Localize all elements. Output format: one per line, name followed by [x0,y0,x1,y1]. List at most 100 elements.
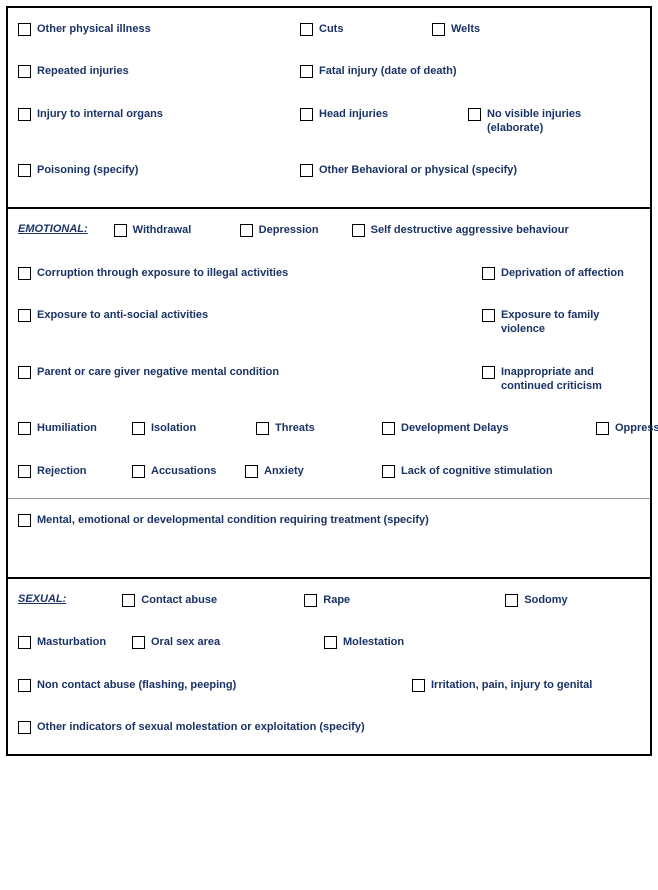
cb-label: Withdrawal [133,223,192,237]
checkbox[interactable] [482,309,495,322]
section-emotional-specify: Mental, emotional or developmental condi… [8,499,650,579]
checkbox[interactable] [432,23,445,36]
cb-item: Other indicators of sexual molestation o… [18,720,365,734]
cb-label: Humiliation [37,421,97,435]
cb-label: Injury to internal organs [37,107,163,121]
checkbox[interactable] [132,465,145,478]
cb-label: Rape [323,593,350,607]
checkbox[interactable] [240,224,253,237]
checkbox[interactable] [114,224,127,237]
cb-label: Masturbation [37,635,106,649]
cb-item: Deprivation of affection [482,266,624,280]
checkbox[interactable] [304,594,317,607]
cb-label: Isolation [151,421,196,435]
cb-label: Other physical illness [37,22,151,36]
cb-label: Anxiety [264,464,304,478]
checkbox[interactable] [18,65,31,78]
cb-label: Repeated injuries [37,64,129,78]
cb-label: Deprivation of affection [501,266,624,280]
checkbox[interactable] [18,514,31,527]
cb-label: Inappropriate and continued criticism [501,365,640,394]
cb-item: Humiliation [18,421,126,435]
checkbox[interactable] [482,366,495,379]
cb-item: Mental, emotional or developmental condi… [18,513,429,527]
cb-item: Threats [256,421,376,435]
cb-item: Inappropriate and continued criticism [482,365,640,394]
cb-label: Non contact abuse (flashing, peeping) [37,678,236,692]
checkbox[interactable] [300,108,313,121]
section-heading-sexual: SEXUAL: [18,593,66,605]
cb-item: Sodomy [505,593,567,607]
cb-label: Other indicators of sexual molestation o… [37,720,365,734]
checkbox[interactable] [382,465,395,478]
checkbox[interactable] [18,309,31,322]
cb-label: Cuts [319,22,343,36]
checkbox[interactable] [18,267,31,280]
cb-item: Poisoning (specify) [18,163,294,177]
checkbox[interactable] [132,636,145,649]
checkbox[interactable] [596,422,609,435]
cb-label: Rejection [37,464,87,478]
cb-item: Other physical illness [18,22,294,36]
cb-label: Sodomy [524,593,567,607]
checkbox[interactable] [132,422,145,435]
cb-item: Depression [240,223,346,237]
section-emotional: EMOTIONAL: Withdrawal Depression Self de… [8,209,650,498]
cb-item: Anxiety [245,464,376,478]
checkbox[interactable] [412,679,425,692]
checkbox[interactable] [300,164,313,177]
checkbox[interactable] [18,23,31,36]
checkbox[interactable] [18,164,31,177]
cb-label: Irritation, pain, injury to genital [431,678,592,692]
checkbox[interactable] [18,679,31,692]
cb-label: Exposure to family violence [501,308,640,337]
checkbox[interactable] [352,224,365,237]
form-container: Other physical illness Cuts Welts Repeat… [6,6,652,756]
cb-item: No visible injuries (elaborate) [468,107,640,136]
checkbox[interactable] [18,636,31,649]
cb-label: Molestation [343,635,404,649]
cb-label: Oral sex area [151,635,220,649]
checkbox[interactable] [300,65,313,78]
cb-item: Rape [304,593,499,607]
cb-label: Exposure to anti-social activities [37,308,208,322]
cb-label: Contact abuse [141,593,217,607]
checkbox[interactable] [18,422,31,435]
cb-item: Injury to internal organs [18,107,294,121]
cb-label: Corruption through exposure to illegal a… [37,266,288,280]
checkbox[interactable] [382,422,395,435]
checkbox[interactable] [18,721,31,734]
cb-item: Lack of cognitive stimulation [382,464,553,478]
checkbox[interactable] [300,23,313,36]
cb-label: Development Delays [401,421,509,435]
checkbox[interactable] [256,422,269,435]
cb-label: Other Behavioral or physical (specify) [319,163,517,177]
checkbox[interactable] [324,636,337,649]
cb-label: No visible injuries (elaborate) [487,107,640,136]
cb-item: Non contact abuse (flashing, peeping) [18,678,406,692]
checkbox[interactable] [122,594,135,607]
cb-label: Head injuries [319,107,388,121]
cb-label: Mental, emotional or developmental condi… [37,513,429,527]
checkbox[interactable] [505,594,518,607]
checkbox[interactable] [18,366,31,379]
checkbox[interactable] [245,465,258,478]
cb-item: Accusations [132,464,239,478]
cb-item: Rejection [18,464,126,478]
cb-label: Poisoning (specify) [37,163,138,177]
cb-item: Exposure to anti-social activities [18,308,476,322]
cb-item: Fatal injury (date of death) [300,64,457,78]
cb-item: Head injuries [300,107,462,121]
section-physical: Other physical illness Cuts Welts Repeat… [8,8,650,209]
cb-item: Repeated injuries [18,64,294,78]
cb-label: Lack of cognitive stimulation [401,464,553,478]
cb-item: Self destructive aggressive behaviour [352,223,569,237]
cb-item: Withdrawal [114,223,234,237]
cb-item: Exposure to family violence [482,308,640,337]
cb-item: Cuts [300,22,426,36]
checkbox[interactable] [18,465,31,478]
cb-label: Depression [259,223,319,237]
checkbox[interactable] [482,267,495,280]
checkbox[interactable] [468,108,481,121]
checkbox[interactable] [18,108,31,121]
